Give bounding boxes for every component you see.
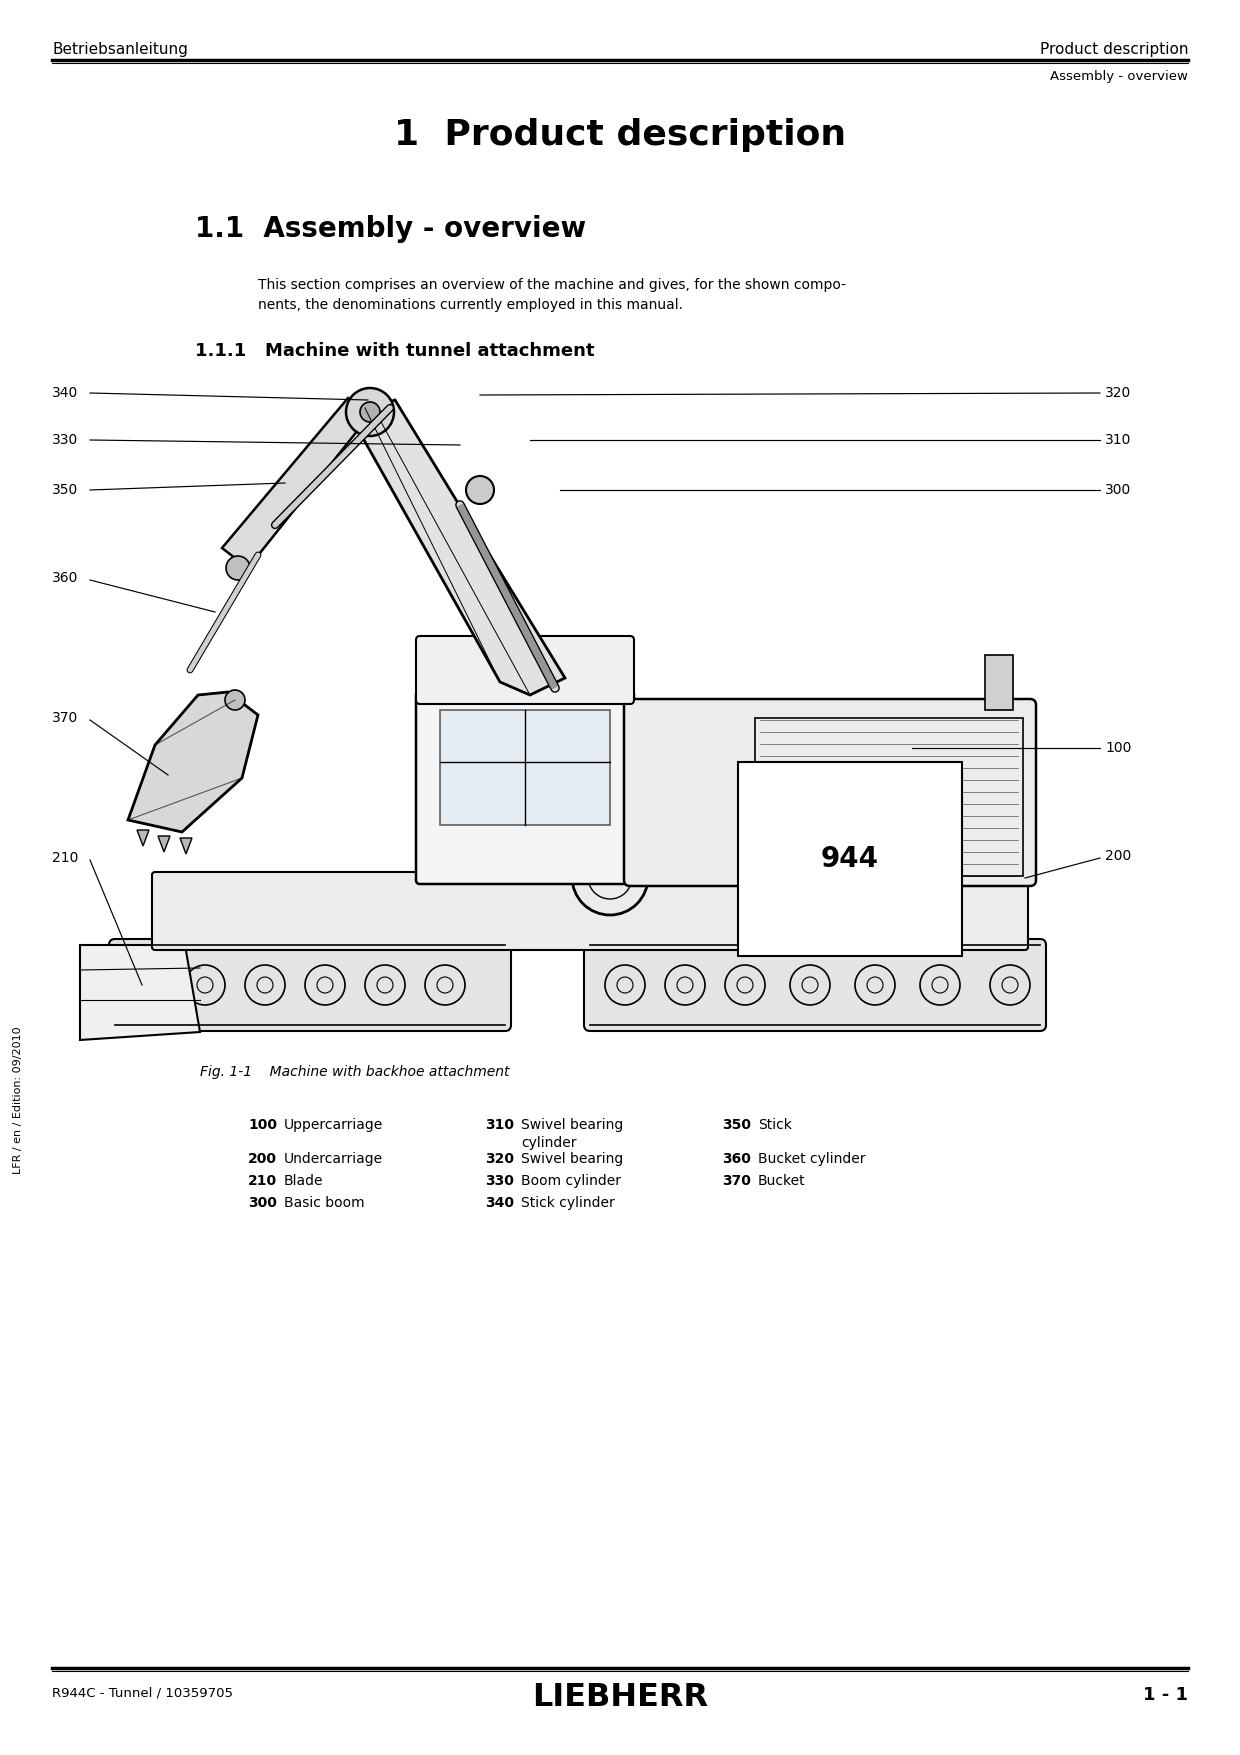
Text: 210: 210	[248, 1174, 277, 1188]
Circle shape	[346, 388, 394, 435]
Text: 310: 310	[1105, 433, 1131, 448]
Text: This section comprises an overview of the machine and gives, for the shown compo: This section comprises an overview of th…	[258, 277, 846, 311]
Text: Bucket cylinder: Bucket cylinder	[758, 1151, 866, 1165]
Text: Blade: Blade	[284, 1174, 324, 1188]
Text: 330: 330	[485, 1174, 513, 1188]
Text: 320: 320	[1105, 386, 1131, 400]
Text: 100: 100	[1105, 741, 1131, 755]
FancyBboxPatch shape	[109, 939, 511, 1030]
Text: R944C - Tunnel / 10359705: R944C - Tunnel / 10359705	[52, 1687, 233, 1699]
Polygon shape	[157, 835, 170, 851]
Circle shape	[226, 556, 250, 579]
Text: Fig. 1-1    Machine with backhoe attachment: Fig. 1-1 Machine with backhoe attachment	[200, 1065, 510, 1079]
Bar	[440, 711, 610, 825]
Text: 360: 360	[722, 1151, 751, 1165]
Polygon shape	[128, 691, 258, 832]
Circle shape	[224, 690, 246, 711]
FancyBboxPatch shape	[584, 939, 1047, 1030]
Text: Stick: Stick	[758, 1118, 792, 1132]
Text: 320: 320	[485, 1151, 515, 1165]
Bar	[985, 655, 1013, 711]
Text: Assembly - overview: Assembly - overview	[1050, 70, 1188, 82]
Text: Betriebsanleitung: Betriebsanleitung	[52, 42, 188, 56]
Text: 370: 370	[52, 711, 78, 725]
Text: 340: 340	[485, 1195, 515, 1209]
Text: 310: 310	[485, 1118, 515, 1132]
Text: 330: 330	[52, 433, 78, 448]
Text: 350: 350	[722, 1118, 751, 1132]
Bar	[755, 718, 1023, 876]
Text: Stick cylinder: Stick cylinder	[521, 1195, 615, 1209]
Text: 200: 200	[248, 1151, 277, 1165]
Text: 200: 200	[1105, 849, 1131, 863]
Text: 1 - 1: 1 - 1	[1143, 1687, 1188, 1704]
FancyBboxPatch shape	[624, 698, 1035, 886]
Text: Swivel bearing
cylinder: Swivel bearing cylinder	[521, 1118, 624, 1150]
Text: LIEBHERR: LIEBHERR	[532, 1681, 708, 1713]
Text: 340: 340	[52, 386, 78, 400]
Circle shape	[360, 402, 379, 421]
Polygon shape	[180, 837, 192, 855]
Text: Undercarriage: Undercarriage	[284, 1151, 383, 1165]
Text: 1.1  Assembly - overview: 1.1 Assembly - overview	[195, 216, 587, 242]
Text: Bucket: Bucket	[758, 1174, 806, 1188]
Text: 360: 360	[52, 570, 78, 584]
Text: 1  Product description: 1 Product description	[394, 118, 846, 153]
Text: 100: 100	[248, 1118, 277, 1132]
Text: 1.1.1   Machine with tunnel attachment: 1.1.1 Machine with tunnel attachment	[195, 342, 594, 360]
Polygon shape	[350, 400, 565, 695]
Text: 350: 350	[52, 483, 78, 497]
Circle shape	[466, 476, 494, 504]
Text: 370: 370	[722, 1174, 751, 1188]
Polygon shape	[81, 944, 200, 1041]
Text: 300: 300	[1105, 483, 1131, 497]
Text: Product description: Product description	[1039, 42, 1188, 56]
Text: 300: 300	[248, 1195, 277, 1209]
Text: Swivel bearing: Swivel bearing	[521, 1151, 624, 1165]
Polygon shape	[222, 398, 370, 569]
Text: Basic boom: Basic boom	[284, 1195, 365, 1209]
FancyBboxPatch shape	[415, 635, 634, 704]
FancyBboxPatch shape	[415, 691, 634, 885]
Text: 944: 944	[821, 844, 879, 872]
Text: Boom cylinder: Boom cylinder	[521, 1174, 621, 1188]
Text: LFR / en / Edition: 09/2010: LFR / en / Edition: 09/2010	[12, 1027, 24, 1174]
Text: 210: 210	[52, 851, 78, 865]
FancyBboxPatch shape	[153, 872, 1028, 949]
Polygon shape	[136, 830, 149, 846]
Text: Uppercarriage: Uppercarriage	[284, 1118, 383, 1132]
